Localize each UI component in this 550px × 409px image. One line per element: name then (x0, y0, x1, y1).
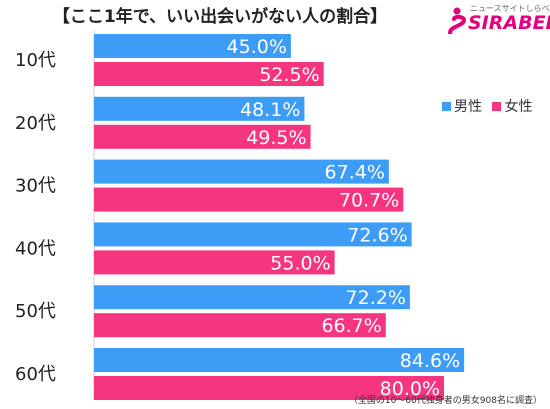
data-label-male-5: 84.6% (400, 350, 460, 372)
data-label-male-4: 72.2% (346, 287, 406, 309)
bar-male-2 (94, 159, 389, 184)
category-label-0: 10代 (15, 50, 56, 71)
data-label-male-2: 67.4% (325, 162, 385, 184)
data-label-male-3: 72.6% (347, 224, 407, 246)
data-label-female-4: 66.7% (321, 315, 381, 337)
bar-female-0 (94, 62, 324, 86)
data-label-female-3: 55.0% (270, 252, 330, 274)
legend-swatch-female (492, 102, 502, 111)
chart-title: 【ここ1年で、いい出会いがない人の割合】 (52, 7, 388, 27)
data-label-female-1: 49.5% (246, 127, 306, 149)
bar-female-5 (94, 376, 444, 400)
data-label-female-5: 80.0% (380, 378, 440, 400)
logo-subtitle: ニュースサイトしらべぇ (470, 4, 550, 13)
data-label-female-0: 52.5% (259, 64, 319, 86)
chart-legend: 男性 女性 (442, 96, 538, 116)
survey-footnote: （全国の10～60代独身者の男女908名に調査） (348, 396, 542, 406)
bar-female-2 (94, 187, 404, 212)
category-label-2: 30代 (15, 176, 56, 197)
category-label-1: 20代 (15, 113, 56, 134)
data-label-male-0: 45.0% (227, 36, 287, 58)
legend-label-male: 男性 (454, 99, 482, 115)
category-label-4: 50代 (15, 301, 56, 322)
logo-wordmark: SIRABEE (468, 12, 550, 34)
legend-item-female: 女性 (492, 96, 532, 116)
bar-female-1 (94, 124, 311, 149)
bar-male-5 (94, 348, 465, 372)
bar-female-3 (94, 250, 335, 275)
bar-male-3 (94, 222, 412, 247)
legend-swatch-male (442, 102, 451, 111)
bar-male-1 (94, 96, 305, 121)
data-label-male-1: 48.1% (240, 99, 300, 121)
category-label-3: 40代 (15, 238, 56, 259)
legend-item-male: 男性 (442, 96, 482, 116)
bar-male-0 (94, 34, 291, 58)
sirabee-mark-icon (448, 7, 467, 34)
data-label-female-2: 70.7% (339, 190, 399, 212)
sirabee-logo: ニュースサイトしらべぇ SIRABEE (444, 2, 550, 36)
category-label-5: 60代 (15, 364, 56, 385)
bar-female-4 (94, 313, 386, 338)
legend-label-female: 女性 (504, 99, 533, 115)
bar-male-4 (94, 285, 410, 310)
